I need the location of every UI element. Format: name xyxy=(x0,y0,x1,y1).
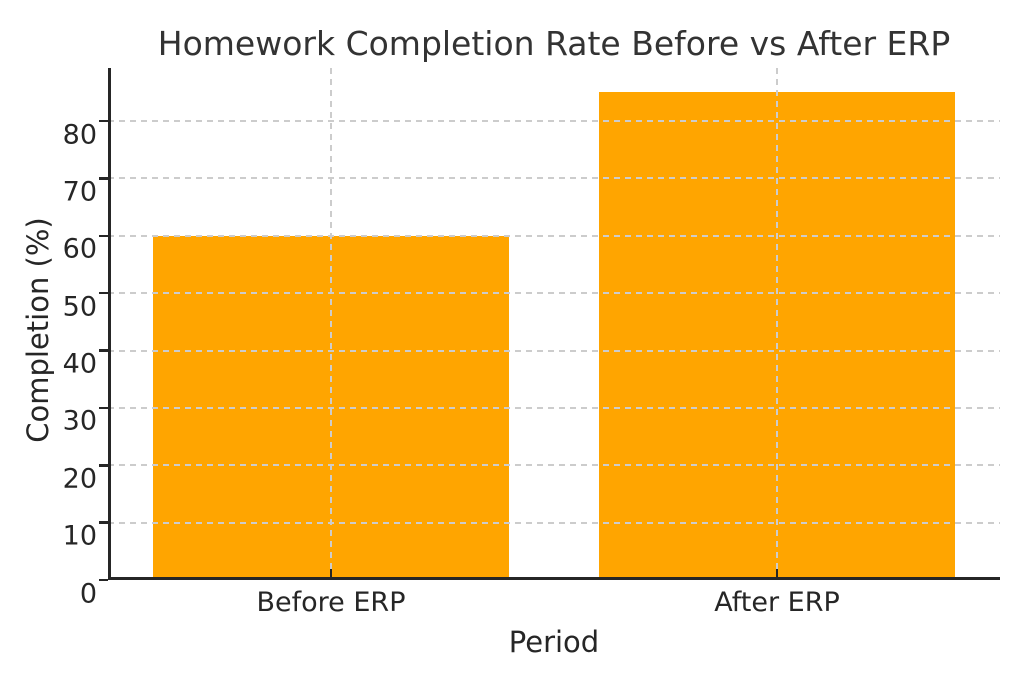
y-tick-label: 60 xyxy=(62,233,97,265)
y-tick-label: 0 xyxy=(79,578,97,609)
y-tick-label: 30 xyxy=(62,405,97,437)
y-tick-label: 70 xyxy=(62,176,97,208)
h-gridline xyxy=(108,349,1000,352)
x-tick-label: Before ERP xyxy=(256,587,406,618)
y-tick-label: 50 xyxy=(62,291,97,323)
plot-area: 0 10 20 30 40 50 60 70 80 Before ERP After ERP xyxy=(63,68,1000,618)
y-axis-spine xyxy=(108,68,111,580)
h-gridline xyxy=(108,464,1000,467)
chart-title: Homework Completion Rate Before vs After… xyxy=(157,24,951,63)
v-gridline xyxy=(330,68,332,580)
h-gridline xyxy=(108,120,1000,123)
h-gridline xyxy=(108,406,1000,409)
y-tick-mark xyxy=(99,521,108,524)
y-tick-mark xyxy=(99,406,108,410)
x-tick-mark xyxy=(329,569,333,578)
y-tick-mark xyxy=(99,119,108,123)
y-axis-label: Completion (%) xyxy=(21,217,55,443)
x-axis-label: Period xyxy=(508,625,600,659)
h-gridline xyxy=(108,521,1000,524)
y-tick-label: 40 xyxy=(62,348,97,380)
v-gridline xyxy=(776,68,778,580)
h-gridline xyxy=(108,234,1000,237)
y-tick-mark xyxy=(99,349,108,352)
y-tick-mark xyxy=(99,291,108,295)
y-tick-label: 80 xyxy=(62,119,97,151)
y-tick-mark xyxy=(99,464,108,467)
y-tick-label: 20 xyxy=(62,463,97,495)
y-tick-mark xyxy=(99,234,108,238)
y-tick-label: 10 xyxy=(62,520,97,552)
h-gridline xyxy=(108,292,1000,295)
x-tick-mark xyxy=(775,569,779,578)
x-axis-spine xyxy=(108,577,1000,580)
y-tick-mark xyxy=(99,578,108,582)
h-gridline xyxy=(108,177,1000,180)
y-tick-mark xyxy=(99,177,108,180)
x-tick-label: After ERP xyxy=(714,587,840,618)
